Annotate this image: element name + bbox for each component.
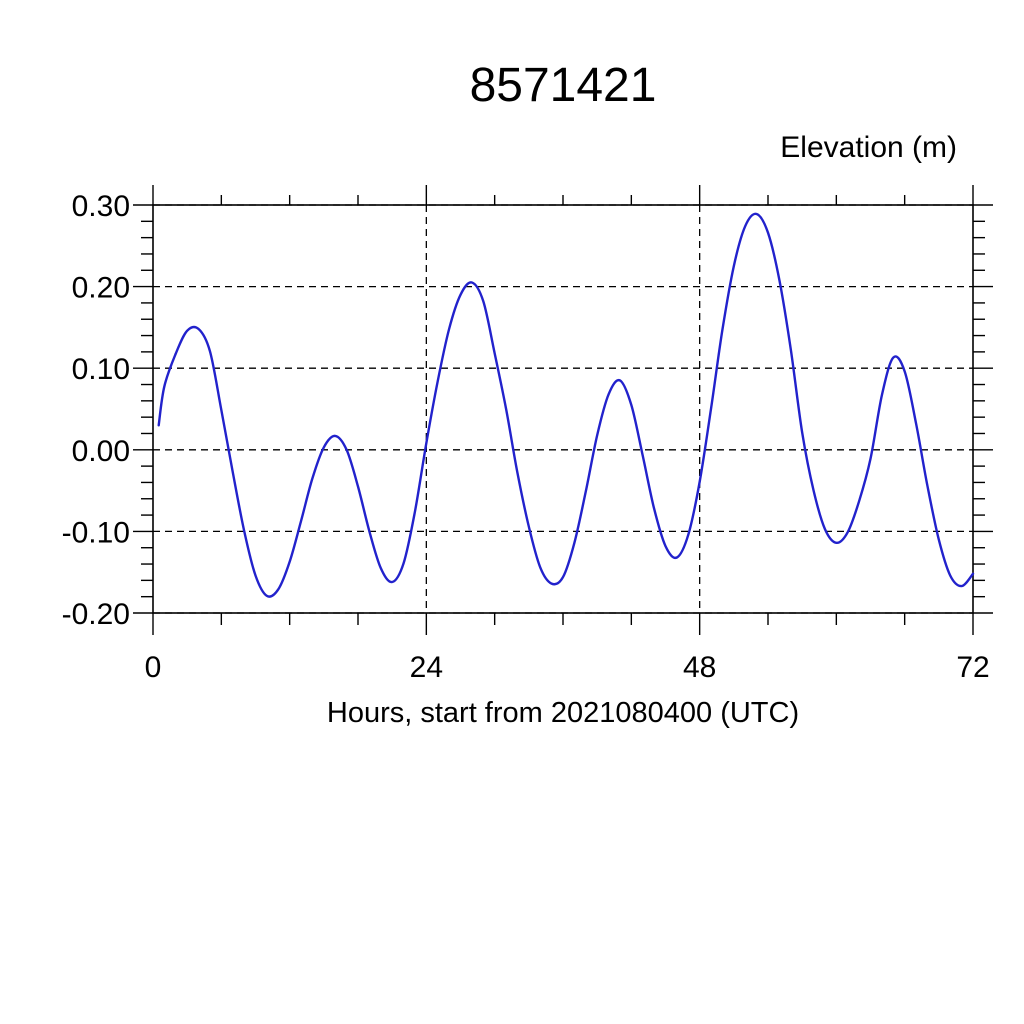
x-tick-label: 48 [683,651,716,684]
y-tick-label: 0.20 [72,272,130,305]
y-tick-label: -0.20 [62,598,130,631]
elevation-curve [157,212,975,598]
y-tick-labels: 0.30 0.20 0.10 0.00 -0.10 -0.20 [62,190,130,631]
y-tick-label: 0.30 [72,190,130,223]
x-tick-label: 0 [145,651,162,684]
curve-series-elevation [157,212,975,598]
x-tick-label: 72 [956,651,989,684]
chart-title: 8571421 [469,59,657,112]
y-tick-label: -0.10 [62,516,130,549]
x-tick-labels: 0 24 48 72 [145,651,990,684]
y-tick-label: 0.10 [72,353,130,386]
axis-ticks [133,185,993,635]
plot-frame [152,204,974,614]
y-tick-label: 0.00 [72,435,130,468]
x-axis-label: Hours, start from 2021080400 (UTC) [326,697,800,729]
y-axis-label: Elevation (m) [780,131,957,164]
gridlines [153,204,973,614]
x-tick-label: 24 [410,651,443,684]
